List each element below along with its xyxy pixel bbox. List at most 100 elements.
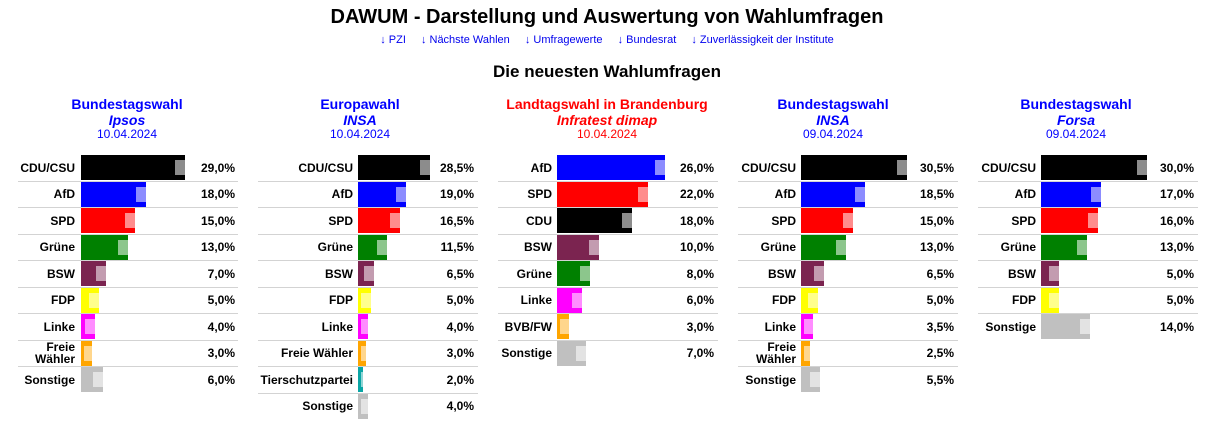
previous-value-marker — [396, 186, 412, 202]
party-bar — [81, 181, 146, 207]
party-row: CDU/CSU 29,0% — [18, 155, 238, 182]
party-row: SPD 16,0% — [978, 208, 1198, 235]
poll-header: Bundestagswahl INSA 09.04.2024 — [703, 96, 963, 141]
party-bar — [81, 155, 185, 180]
party-bar — [557, 155, 665, 180]
party-row: FDP 5,0% — [18, 287, 238, 314]
nav-link-zuverlaessigkeit[interactable]: ↓ Zuverlässigkeit der Institute — [691, 34, 834, 46]
previous-value-marker — [96, 266, 112, 281]
nav-links: ↓ PZI ↓ Nächste Wahlen ↓ Umfragewerte ↓ … — [0, 34, 1214, 46]
party-value: 15,0% — [919, 213, 954, 228]
previous-value-marker — [855, 186, 871, 202]
previous-value-marker — [589, 239, 605, 255]
party-value: 4,0% — [446, 399, 474, 413]
party-name: BSW — [768, 266, 796, 281]
party-bar — [801, 155, 907, 180]
party-name: FDP — [772, 293, 796, 307]
previous-value-marker — [897, 160, 913, 175]
party-name: BSW — [524, 240, 552, 254]
party-name: Grüne — [516, 266, 552, 281]
poll-institute: Forsa — [1056, 112, 1096, 128]
previous-value-marker — [836, 239, 852, 255]
party-value: 26,0% — [679, 160, 714, 175]
poll-institute: INSA — [816, 112, 850, 128]
party-value: 6,0% — [686, 293, 714, 307]
previous-value-marker — [580, 266, 596, 281]
party-name: Freie Wähler — [755, 340, 796, 366]
party-row: BSW 6,5% — [258, 261, 478, 288]
party-name: SPD — [771, 213, 796, 228]
previous-value-marker — [804, 345, 820, 361]
poll-date: 09.04.2024 — [802, 127, 864, 141]
previous-value-marker — [560, 319, 576, 334]
party-row: Sonstige 5,5% — [738, 367, 958, 394]
party-row: Sonstige 7,0% — [498, 340, 718, 368]
previous-value-marker — [93, 372, 109, 387]
party-value: 5,0% — [207, 293, 235, 307]
previous-value-marker — [364, 266, 380, 281]
party-name: Sonstige — [501, 346, 552, 360]
party-row: Sonstige 6,0% — [18, 367, 238, 394]
poll-header: Bundestagswahl Ipsos 10.04.2024 — [0, 96, 257, 141]
party-bar — [557, 208, 632, 233]
previous-value-marker — [118, 239, 134, 255]
party-name: Linke — [321, 319, 353, 334]
previous-value-marker — [576, 345, 592, 361]
party-row: Sonstige 4,0% — [258, 393, 478, 421]
party-value: 16,0% — [1159, 213, 1194, 228]
nav-link-pzi[interactable]: ↓ PZI — [380, 34, 406, 46]
nav-link-umfragewerte[interactable]: ↓ Umfragewerte — [524, 34, 603, 46]
poll-date: 10.04.2024 — [96, 127, 158, 141]
previous-value-marker — [808, 292, 824, 308]
party-name: Freie Wähler — [34, 340, 75, 366]
party-value: 30,0% — [1159, 160, 1194, 175]
party-name: Freie Wähler — [280, 346, 353, 360]
party-bar — [358, 155, 430, 180]
party-row: Grüne 11,5% — [258, 234, 478, 261]
party-row: BVB/FW 3,0% — [498, 314, 718, 341]
party-row: Linke 4,0% — [18, 314, 238, 341]
previous-value-marker — [572, 292, 588, 308]
party-name: AfD — [530, 160, 552, 175]
party-value: 19,0% — [439, 187, 474, 201]
party-row: BSW 5,0% — [978, 261, 1198, 288]
poll-date: 10.04.2024 — [576, 127, 638, 141]
party-value: 6,0% — [207, 372, 235, 387]
party-value: 3,0% — [207, 346, 235, 360]
party-name: CDU/CSU — [981, 160, 1036, 175]
party-row: Freie Wähler 2,5% — [738, 340, 958, 367]
party-value: 16,5% — [439, 213, 474, 228]
previous-value-marker — [1091, 186, 1107, 202]
party-row: Grüne 13,0% — [738, 234, 958, 261]
party-row: AfD 18,5% — [738, 181, 958, 208]
party-name: Linke — [43, 319, 75, 334]
party-value: 30,5% — [919, 160, 954, 175]
party-bar — [1041, 155, 1147, 180]
party-value: 28,5% — [439, 160, 474, 175]
poll-election: Landtagswahl in Brandenburg — [506, 96, 708, 112]
party-name: Sonstige — [745, 372, 796, 387]
party-row: BSW 7,0% — [18, 261, 238, 288]
poll-institute: Ipsos — [108, 112, 146, 128]
previous-value-marker — [622, 213, 638, 228]
party-name: Sonstige — [24, 372, 75, 387]
party-value: 2,0% — [446, 372, 474, 387]
nav-link-naechste-wahlen[interactable]: ↓ Nächste Wahlen — [420, 34, 510, 46]
party-row: Tierschutzpartei 2,0% — [258, 367, 478, 394]
party-name: SPD — [527, 187, 552, 201]
party-name: Grüne — [760, 240, 796, 254]
previous-value-marker — [377, 239, 393, 255]
previous-value-marker — [85, 319, 101, 334]
party-name: Grüne — [1000, 240, 1036, 254]
poll-header: Bundestagswahl Forsa 09.04.2024 — [946, 96, 1206, 141]
nav-link-bundesrat[interactable]: ↓ Bundesrat — [617, 34, 677, 46]
previous-value-marker — [1049, 292, 1065, 308]
party-value: 18,0% — [679, 213, 714, 228]
party-value: 29,0% — [200, 160, 235, 175]
party-value: 2,5% — [926, 346, 954, 360]
party-row: Grüne 13,0% — [978, 234, 1198, 261]
party-row: CDU 18,0% — [498, 208, 718, 235]
party-value: 11,5% — [440, 240, 474, 254]
party-name: CDU — [526, 213, 552, 228]
party-name: Grüne — [317, 240, 353, 254]
